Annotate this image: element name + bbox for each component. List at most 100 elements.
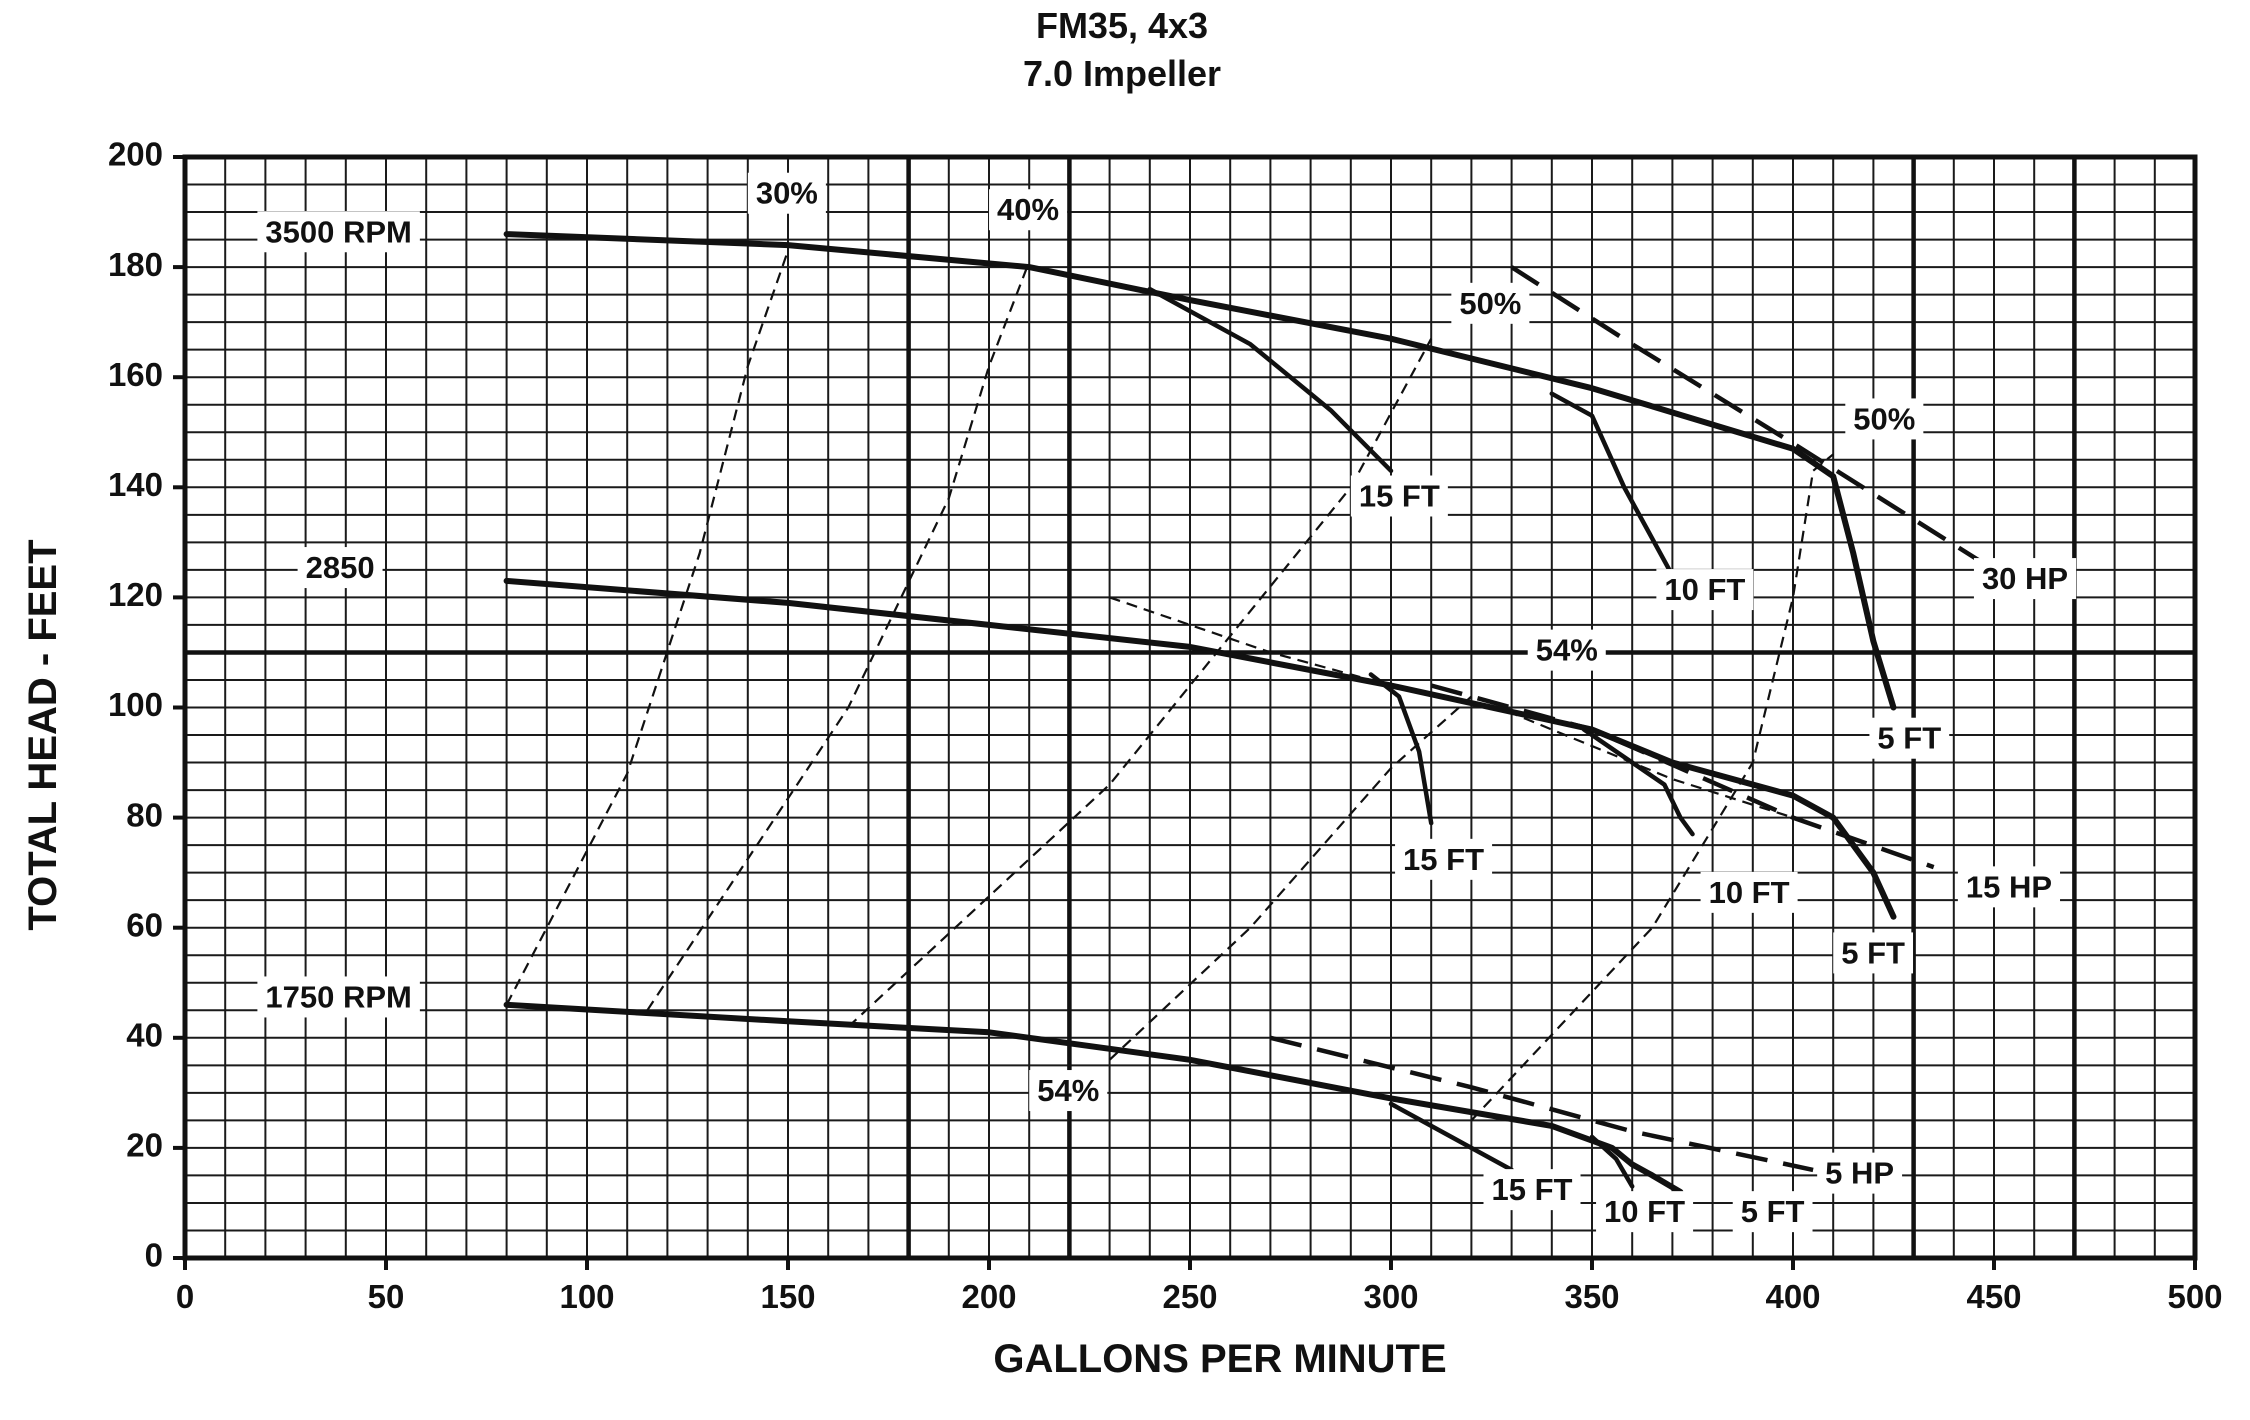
label-text: 5 HP xyxy=(1825,1156,1894,1191)
label-15-hp: 15 HP xyxy=(1957,866,2061,908)
label-text: 3500 RPM xyxy=(265,214,411,249)
y-tick-label: 80 xyxy=(126,796,163,833)
label-background xyxy=(1700,871,1798,913)
label-3500-rpm: 3500 RPM xyxy=(257,211,420,253)
label-10-ft: 10 FT xyxy=(1656,569,1754,611)
x-tick-label: 300 xyxy=(1363,1278,1418,1315)
label-text: 10 FT xyxy=(1709,875,1790,910)
label-text: 10 FT xyxy=(1664,572,1745,607)
y-tick-label: 180 xyxy=(108,246,163,283)
efficiency-line-54pct xyxy=(1108,695,1473,1061)
axis-ticks: 0 50 100 150 200 250 300 350 400 450 500 0 20 40 60 80 1… xyxy=(108,136,2223,1315)
label-40pct: 40% xyxy=(989,189,1068,231)
npsh-curve-10-ft xyxy=(1549,391,1675,578)
label-background xyxy=(1869,717,1950,759)
x-tick-label: 100 xyxy=(559,1278,614,1315)
chart-series xyxy=(503,231,1996,1195)
npsh-curve-15-ft xyxy=(1368,672,1434,826)
label-text: 2850 xyxy=(306,550,375,585)
label-54pct: 54% xyxy=(1527,629,1606,671)
chart-title: FM35, 4x3 xyxy=(1036,5,1208,46)
y-tick-label: 160 xyxy=(108,356,163,393)
x-tick-label: 450 xyxy=(1966,1278,2021,1315)
x-tick-label: 50 xyxy=(368,1278,405,1315)
x-tick-label: 250 xyxy=(1162,1278,1217,1315)
y-tick-label: 100 xyxy=(108,686,163,723)
label-text: 54% xyxy=(1037,1073,1099,1108)
npsh-curve-15-ft xyxy=(1388,1101,1514,1173)
label-5-hp: 5 HP xyxy=(1817,1152,1903,1194)
label-5-ft: 5 FT xyxy=(1833,932,1914,974)
y-tick-label: 120 xyxy=(108,576,163,613)
y-tick-label: 0 xyxy=(145,1237,163,1274)
y-tick-label: 140 xyxy=(108,466,163,503)
efficiency-line-54pct xyxy=(1109,596,1794,819)
x-tick-label: 500 xyxy=(2167,1278,2222,1315)
label-50pct: 50% xyxy=(1845,398,1924,440)
label-text: 15 FT xyxy=(1492,1172,1573,1207)
horsepower-line-30-hp xyxy=(1510,265,1996,572)
x-tick-label: 400 xyxy=(1765,1278,1820,1315)
label-background xyxy=(989,189,1068,231)
label-10-ft: 10 FT xyxy=(1700,871,1798,913)
label-background xyxy=(1395,838,1493,880)
label-15-ft: 15 FT xyxy=(1483,1169,1581,1211)
horsepower-line-5-hp xyxy=(1269,1035,1814,1173)
y-axis-title: TOTAL HEAD - FEET xyxy=(21,539,65,930)
label-background xyxy=(1817,1152,1903,1194)
efficiency-line-30pct xyxy=(505,250,790,1006)
label-15-ft: 15 FT xyxy=(1395,838,1493,880)
label-background xyxy=(747,172,826,214)
efficiency-line-50pct xyxy=(847,338,1433,1028)
horsepower-line-15-hp xyxy=(1430,683,1935,870)
label-text: 30 HP xyxy=(1982,561,2068,596)
label-text: 15 FT xyxy=(1359,478,1440,513)
label-text: 5 FT xyxy=(1841,935,1905,970)
y-tick-label: 200 xyxy=(108,136,163,173)
npsh-curve-10-ft xyxy=(1581,727,1695,837)
label-background xyxy=(1957,866,2061,908)
speed-curve-2850 xyxy=(503,577,1897,920)
y-tick-label: 20 xyxy=(126,1127,163,1164)
label-text: 30% xyxy=(756,176,818,211)
label-background xyxy=(1845,398,1924,440)
label-50pct: 50% xyxy=(1451,282,1530,324)
label-text: 15 FT xyxy=(1403,842,1484,877)
label-15-ft: 15 FT xyxy=(1350,475,1448,517)
label-background xyxy=(1029,1070,1108,1112)
label-5-ft: 5 FT xyxy=(1732,1191,1813,1233)
label-text: 15 HP xyxy=(1966,869,2052,904)
label-text: 50% xyxy=(1459,286,1521,321)
label-30pct: 30% xyxy=(747,172,826,214)
label-text: 1750 RPM xyxy=(265,979,411,1014)
x-tick-label: 200 xyxy=(961,1278,1016,1315)
label-background xyxy=(1350,475,1448,517)
label-text: 50% xyxy=(1853,401,1915,436)
npsh-curve-15-ft xyxy=(1147,286,1394,474)
label-background xyxy=(1732,1191,1813,1233)
annotation-labels: 3500 RPM 2850 1750 RPM 30% 40% 50% 50% 54% 54% 15… xyxy=(257,172,2077,1233)
x-tick-label: 150 xyxy=(760,1278,815,1315)
label-background xyxy=(1483,1169,1581,1211)
efficiency-line-40pct xyxy=(646,261,1031,1011)
label-1750-rpm: 1750 RPM xyxy=(257,976,420,1018)
x-tick-label: 0 xyxy=(176,1278,194,1315)
label-5-ft: 5 FT xyxy=(1869,717,1950,759)
y-tick-label: 40 xyxy=(126,1017,163,1054)
speed-curve-3500-rpm xyxy=(503,231,1897,711)
label-background xyxy=(257,976,420,1018)
label-background xyxy=(1973,558,2077,600)
chart-subtitle: 7.0 Impeller xyxy=(1023,53,1221,94)
y-tick-label: 60 xyxy=(126,906,163,943)
label-54pct: 54% xyxy=(1029,1070,1108,1112)
label-background xyxy=(257,211,420,253)
label-background xyxy=(1833,932,1914,974)
label-background xyxy=(297,547,383,589)
label-background xyxy=(1451,282,1530,324)
x-tick-label: 350 xyxy=(1564,1278,1619,1315)
label-10-ft: 10 FT xyxy=(1596,1191,1694,1233)
label-text: 40% xyxy=(997,192,1059,227)
label-2850: 2850 xyxy=(297,547,383,589)
label-text: 10 FT xyxy=(1604,1194,1685,1229)
